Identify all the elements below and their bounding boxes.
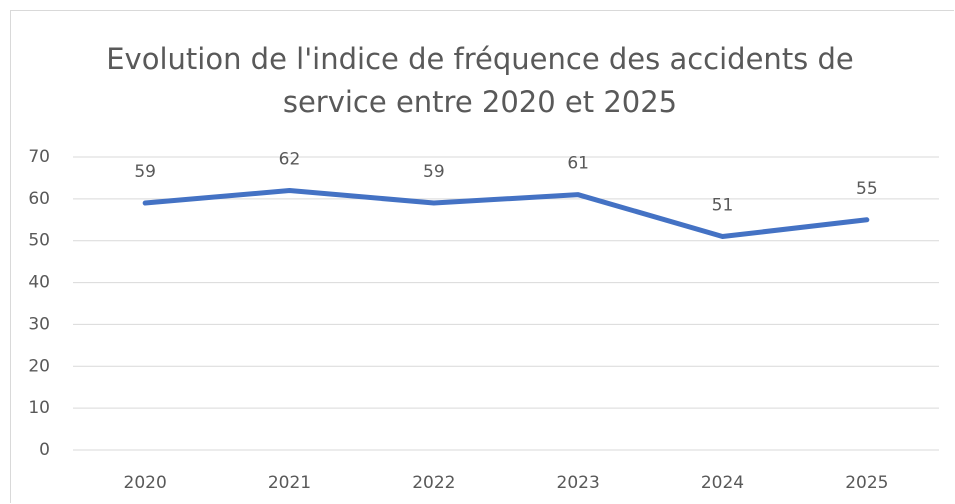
y-tick-label: 30: [28, 314, 50, 334]
data-label: 59: [423, 162, 445, 182]
data-label: 51: [712, 196, 734, 216]
x-tick-label: 2025: [845, 473, 888, 493]
data-line: [142, 187, 870, 240]
chart-frame: [10, 10, 954, 503]
y-tick-label: 50: [28, 231, 50, 251]
x-tick-label: 2021: [268, 473, 311, 493]
y-tick-label: 10: [28, 398, 50, 418]
y-tick-label: 0: [39, 440, 50, 460]
y-tick-label: 70: [28, 147, 50, 167]
data-label: 55: [856, 179, 878, 199]
x-tick-label: 2020: [124, 473, 167, 493]
data-label: 59: [134, 162, 156, 182]
y-tick-label: 40: [28, 273, 50, 293]
x-tick-label: 2023: [557, 473, 600, 493]
data-label: 61: [567, 154, 589, 174]
chart-title: Evolution de l'indice de fréquence des a…: [106, 42, 854, 119]
x-tick-label: 2024: [701, 473, 744, 493]
y-tick-label: 20: [28, 356, 50, 376]
data-label: 62: [279, 149, 301, 169]
y-tick-label: 60: [28, 189, 50, 209]
x-tick-label: 2022: [412, 473, 455, 493]
